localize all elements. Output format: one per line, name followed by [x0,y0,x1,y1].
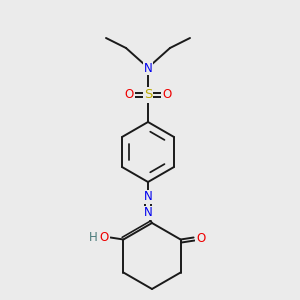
Text: O: O [100,231,109,244]
Text: O: O [196,232,205,245]
Text: N: N [144,61,152,74]
Text: O: O [124,88,134,101]
Text: S: S [144,88,152,101]
Text: N: N [144,190,152,203]
Text: O: O [162,88,172,101]
Text: H: H [89,231,98,244]
Text: N: N [144,206,152,220]
